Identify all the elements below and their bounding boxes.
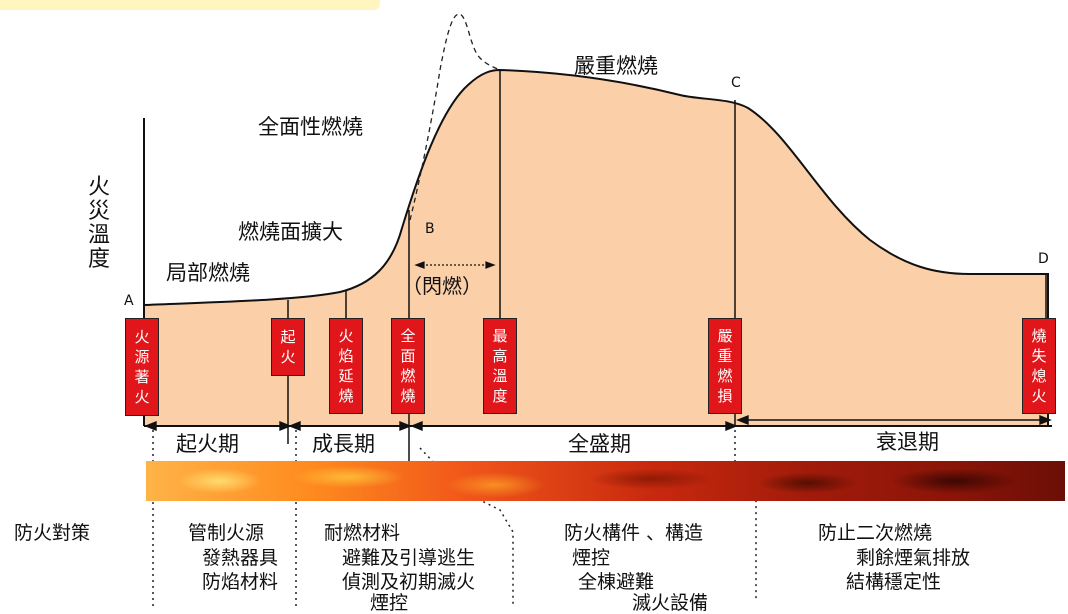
point-c-label: C: [731, 75, 741, 91]
measure-ignition-3: 防焰材料: [202, 571, 279, 593]
stage-box-flame-spread: 火焰延燒: [329, 318, 363, 414]
measure-growth-3: 偵測及初期滅火: [342, 571, 476, 593]
phase-decay: 衰退期: [876, 430, 939, 454]
phase-arrows: [144, 414, 1052, 432]
measure-full-2: 煙控: [572, 547, 611, 569]
stage-box-ignition-source: 火源著火: [125, 318, 159, 416]
stage-box-extinguished: 燒失熄火: [1022, 318, 1056, 414]
measure-ignition-1: 管制火源: [188, 522, 265, 544]
stage-box-severe-damage: 嚴重燃損: [708, 318, 742, 414]
flashover-label: （閃燃）: [402, 274, 482, 298]
stage-box-full-burning: 全面燃燒: [391, 318, 425, 414]
label-partial-burning: 局部燃燒: [166, 261, 250, 285]
phase-ignition: 起火期: [176, 432, 239, 456]
label-severe-burning: 嚴重燃燒: [574, 54, 658, 78]
fire-intensity-band: [146, 461, 1065, 501]
measure-full-1: 防火構件 、構造: [564, 522, 704, 544]
measure-growth-4: 煙控: [370, 592, 409, 614]
stage-box-max-temperature: 最高溫度: [483, 318, 517, 414]
point-b-label: B: [425, 221, 435, 237]
measure-decay-3: 結構穩定性: [846, 571, 942, 593]
measure-ignition-2: 發熱器具: [202, 547, 279, 569]
point-d-label: D: [1038, 251, 1049, 267]
measure-decay-1: 防止二次燃燒: [818, 522, 933, 544]
flashover-spike-curve: [409, 13, 501, 221]
label-expanding-area: 燃燒面擴大: [238, 220, 343, 244]
measure-full-4: 滅火設備: [632, 592, 709, 614]
phase-full-development: 全盛期: [568, 432, 631, 456]
flashover-arrow: [414, 261, 496, 269]
measure-growth-1: 耐燃材料: [324, 522, 401, 544]
measure-full-3: 全棟避難: [578, 571, 655, 593]
stage-box-ignition: 起火: [271, 318, 305, 376]
measure-growth-2: 避難及引導逃生: [342, 547, 476, 569]
temperature-area: [144, 70, 1048, 426]
measure-decay-2: 剩餘煙氣排放: [856, 547, 971, 569]
header-band: [0, 0, 380, 10]
measures-header: 防火對策: [14, 522, 91, 544]
point-a-label: A: [124, 293, 134, 309]
y-axis-label: 火災溫度: [87, 175, 110, 272]
label-full-burning: 全面性燃燒: [258, 115, 363, 139]
phase-growth: 成長期: [312, 432, 375, 456]
